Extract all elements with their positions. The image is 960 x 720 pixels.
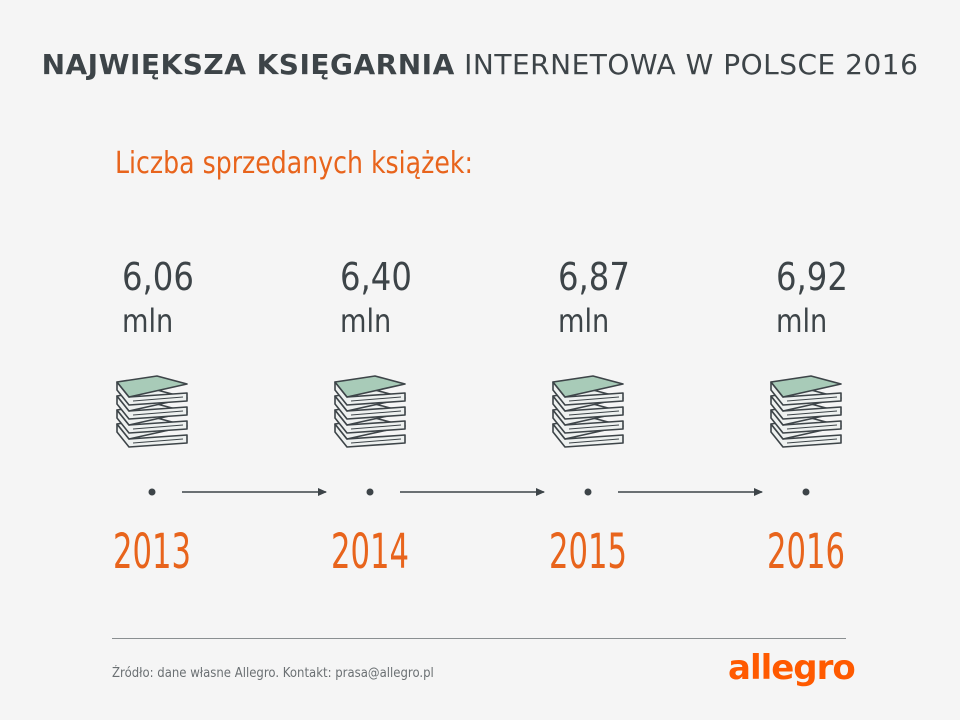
unit-label: mln [558, 303, 609, 341]
timeline-dot [366, 488, 374, 496]
unit-label: mln [340, 303, 391, 341]
footer-divider [112, 638, 846, 639]
books-icon [334, 375, 406, 448]
value-label: 6,92 [776, 256, 848, 300]
allegro-logo: allegro [728, 648, 856, 688]
year-label: 2015 [549, 524, 627, 580]
chart-subtitle: Liczba sprzedanych książek: [115, 146, 473, 181]
timeline-dot [802, 488, 810, 496]
value-label: 6,40 [340, 256, 412, 300]
title-bold: NAJWIĘKSZA KSIĘGARNIA [41, 48, 455, 81]
value-label: 6,87 [558, 256, 630, 300]
unit-label: mln [122, 303, 173, 341]
books-icon [770, 375, 842, 448]
unit-label: mln [776, 303, 827, 341]
year-label: 2016 [767, 524, 845, 580]
books-icon [116, 375, 188, 448]
timeline-dot [148, 488, 156, 496]
year-label: 2013 [113, 524, 191, 580]
source-note: Źródło: dane własne Allegro. Kontakt: pr… [112, 666, 434, 681]
value-label: 6,06 [122, 256, 194, 300]
chart-title: NAJWIĘKSZA KSIĘGARNIA INTERNETOWA W POLS… [0, 48, 960, 81]
title-regular: INTERNETOWA W POLSCE 2016 [464, 48, 919, 81]
year-label: 2014 [331, 524, 409, 580]
books-icon [552, 375, 624, 448]
timeline-chart: 6,06mln20136,40mln20146,87mln20156,92mln… [113, 256, 848, 580]
timeline-dot [584, 488, 592, 496]
